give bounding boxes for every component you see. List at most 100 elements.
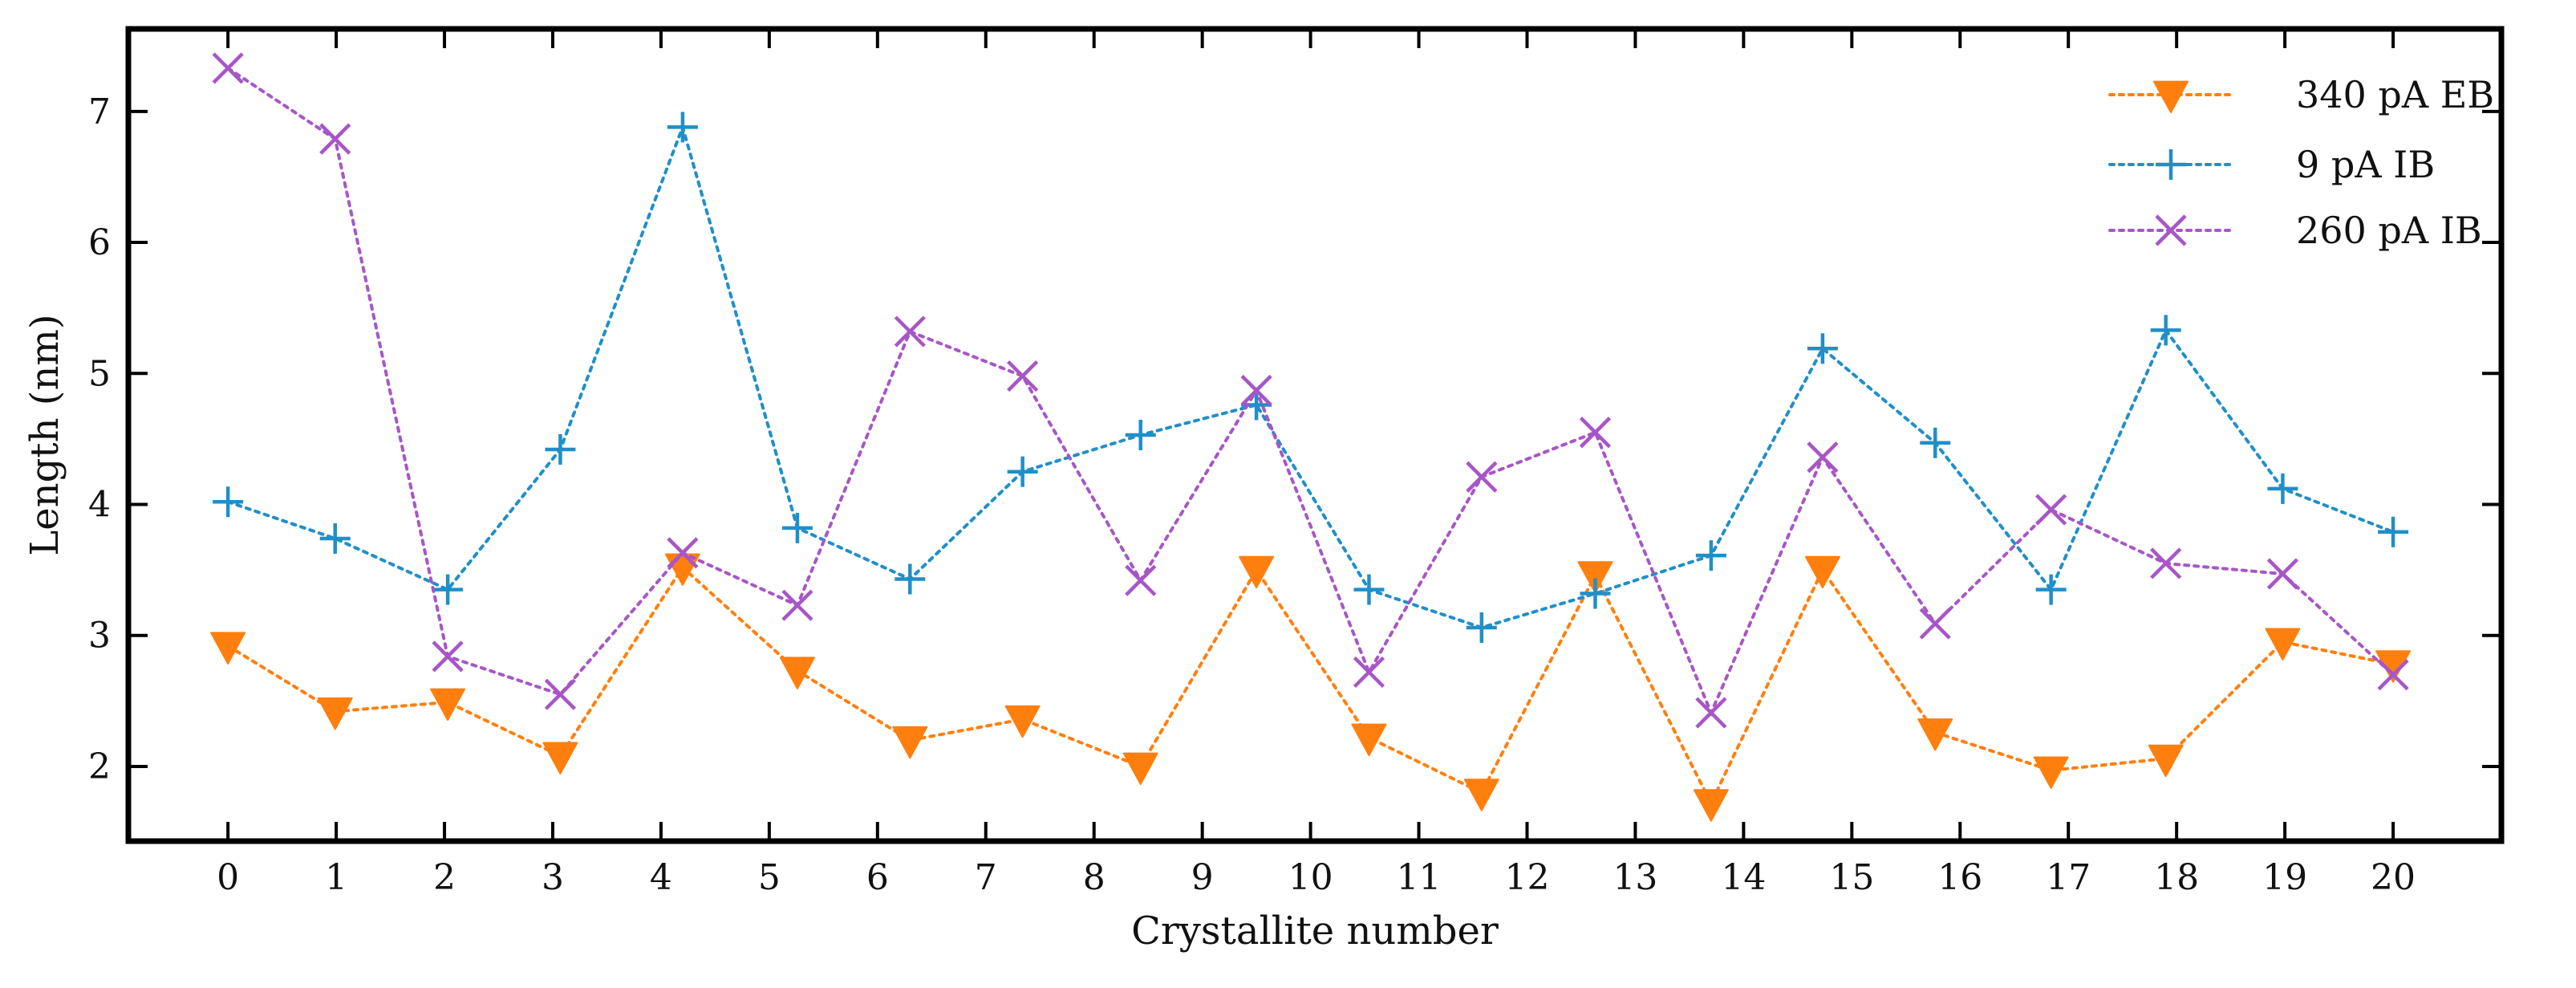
data-point-340-pa-eb: [1463, 779, 1499, 811]
x-tick-label: 2: [433, 857, 456, 898]
data-point-340-pa-eb: [317, 697, 353, 730]
data-point-9-pa-ib: [895, 563, 926, 595]
x-tick-label: 8: [1083, 857, 1105, 898]
data-point-9-pa-ib: [1920, 427, 1951, 458]
data-point-9-pa-ib: [1807, 333, 1838, 364]
data-point-340-pa-eb: [210, 632, 246, 665]
legend-label: 260 pA IB: [2296, 209, 2482, 252]
x-tick-label: 16: [1937, 857, 1982, 898]
data-point-9-pa-ib: [1125, 420, 1156, 450]
series-layer: [210, 52, 2412, 822]
data-point-260-pa-ib-b: [667, 537, 699, 569]
data-point-9-pa-ib: [781, 512, 813, 543]
series-line-340-pa-eb: [226, 564, 2395, 807]
data-point-260-pa-ib: [894, 315, 926, 348]
x-tick-label: 3: [542, 857, 564, 898]
x-tick-label: 5: [758, 857, 781, 898]
data-point-340-pa-eb: [1351, 723, 1387, 757]
data-point-340-pa-eb: [2033, 756, 2069, 789]
data-point-260-pa-ib: [2150, 547, 2182, 579]
x-tick-label: 6: [866, 857, 889, 898]
data-point-9-pa-ib: [319, 522, 351, 554]
data-point-260-pa-ib: [2377, 659, 2409, 691]
data-point-260-pa-ib: [212, 52, 244, 84]
data-point-340-pa-eb: [1004, 705, 1041, 738]
y-tick-label: 6: [88, 222, 111, 263]
x-tick-label: 0: [217, 857, 239, 898]
x-tick-label: 4: [650, 857, 672, 898]
x-tick-label: 14: [1721, 857, 1766, 898]
series-9-pa-ib: [213, 112, 2409, 643]
x-tick-label: 1: [325, 857, 347, 898]
data-point-340-pa-eb: [542, 742, 578, 775]
series-260-pa-ib: [212, 52, 2409, 729]
data-point-260-pa-ib: [319, 123, 351, 155]
x-tick-label: 7: [975, 857, 997, 898]
data-point-9-pa-ib: [2378, 516, 2409, 547]
legend-marker-b: [2155, 214, 2187, 246]
data-point-260-pa-ib-b: [2150, 547, 2182, 579]
x-tick-label: 11: [1397, 857, 1442, 898]
data-point-260-pa-ib: [1695, 697, 1727, 729]
data-point-340-pa-eb: [2148, 744, 2184, 778]
x-tick-label: 17: [2046, 857, 2091, 898]
series-line-260-pa-ib: [226, 66, 2395, 718]
data-point-340-pa-eb: [892, 726, 928, 759]
data-point-260-pa-ib-b: [2266, 558, 2299, 590]
data-point-9-pa-ib: [2267, 473, 2298, 504]
data-point-340-pa-eb: [2265, 628, 2301, 661]
data-point-260-pa-ib: [1125, 564, 1157, 596]
data-point-260-pa-ib: [1919, 608, 1951, 640]
legend: 340 pA EB 9 pA IB 260 pA IB: [2108, 73, 2494, 252]
data-point-9-pa-ib: [1353, 574, 1385, 605]
data-point-260-pa-ib-b: [1695, 697, 1727, 729]
data-point-260-pa-ib-b: [1240, 374, 1272, 407]
plot-frame: [125, 26, 2505, 844]
y-tick-label: 5: [88, 353, 111, 394]
data-point-9-pa-ib: [545, 433, 576, 465]
y-axis-label: Length (nm): [22, 314, 67, 555]
data-point-260-pa-ib: [432, 640, 464, 673]
legend-entry-9-pa-ib: 9 pA IB: [2108, 143, 2435, 186]
y-tick-label: 7: [88, 91, 111, 132]
data-point-9-pa-ib: [2150, 315, 2181, 346]
data-point-260-pa-ib-b: [1579, 417, 1612, 449]
data-point-260-pa-ib-b: [781, 589, 813, 621]
legend-marker: [2156, 149, 2186, 180]
data-point-260-pa-ib: [2266, 558, 2299, 590]
legend-entry-260-pa-ib: 260 pA IB: [2108, 209, 2482, 252]
x-tick-label: 10: [1288, 857, 1333, 898]
series-340-pa-eb: [210, 553, 2412, 822]
legend-label: 340 pA EB: [2296, 73, 2494, 116]
data-point-340-pa-eb: [779, 657, 815, 689]
x-tick-label: 12: [1504, 857, 1549, 898]
data-point-260-pa-ib-b: [2377, 659, 2409, 691]
data-point-9-pa-ib: [1695, 540, 1726, 571]
x-tick-label: 9: [1191, 857, 1214, 898]
data-point-260-pa-ib-b: [2035, 494, 2067, 526]
y-tick-label: 4: [88, 485, 111, 526]
legend-marker: [2153, 80, 2189, 114]
legend-marker: [2155, 214, 2187, 246]
data-point-260-pa-ib-b: [1466, 461, 1498, 493]
data-point-260-pa-ib: [781, 589, 813, 621]
data-point-340-pa-eb: [1122, 752, 1158, 786]
data-point-340-pa-eb: [430, 688, 466, 722]
data-point-9-pa-ib: [213, 486, 244, 518]
x-axis-label: Crystallite number: [1131, 909, 1499, 953]
data-point-340-pa-eb: [1917, 718, 1953, 751]
data-point-9-pa-ib: [1466, 612, 1497, 643]
data-point-260-pa-ib-b: [1919, 608, 1951, 640]
data-point-260-pa-ib-b: [1125, 564, 1157, 596]
data-point-260-pa-ib-b: [319, 123, 351, 155]
data-point-260-pa-ib: [2035, 494, 2067, 526]
x-tick-label: 13: [1613, 857, 1657, 898]
legend-entry-340-pa-eb: 340 pA EB: [2108, 73, 2494, 116]
data-point-260-pa-ib: [1807, 441, 1839, 474]
data-point-260-pa-ib: [1579, 417, 1612, 449]
axis-ticks: [128, 29, 2501, 841]
data-point-260-pa-ib-b: [1007, 360, 1039, 392]
